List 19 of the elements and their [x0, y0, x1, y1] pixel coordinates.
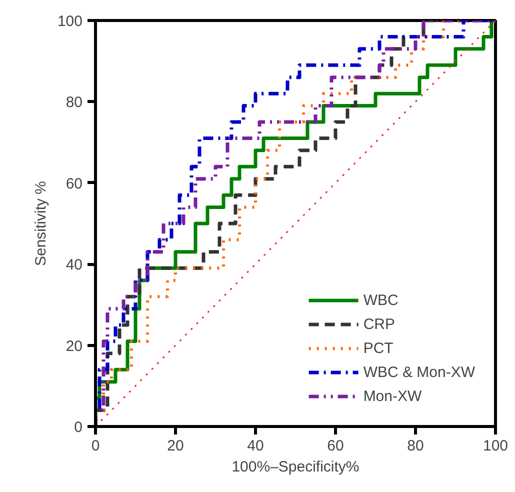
legend-label: WBC — [363, 292, 398, 308]
y-tick-label: 40 — [66, 256, 83, 274]
y-tick-label: 20 — [66, 338, 83, 355]
x-axis-title: 100%–Specificity% — [232, 458, 360, 476]
legend-label: WBC & Mon-XW — [363, 364, 475, 380]
x-tick-label: 60 — [327, 438, 344, 454]
x-tick-label: 0 — [91, 438, 100, 454]
y-tick-label: 0 — [74, 419, 82, 436]
x-tick-label: 20 — [167, 438, 184, 454]
y-tick-label: 100 — [57, 13, 83, 30]
legend-label: CRP — [363, 316, 395, 332]
y-tick-label: 60 — [66, 175, 83, 192]
y-axis-title: Sensitivity % — [32, 180, 50, 266]
x-tick-label: 100 — [482, 438, 508, 454]
legend-label: Mon-XW — [363, 388, 422, 404]
x-tick-label: 80 — [407, 438, 424, 454]
x-tick-label: 40 — [247, 438, 264, 454]
legend-label: PCT — [363, 340, 394, 356]
y-tick-label: 80 — [66, 94, 83, 112]
